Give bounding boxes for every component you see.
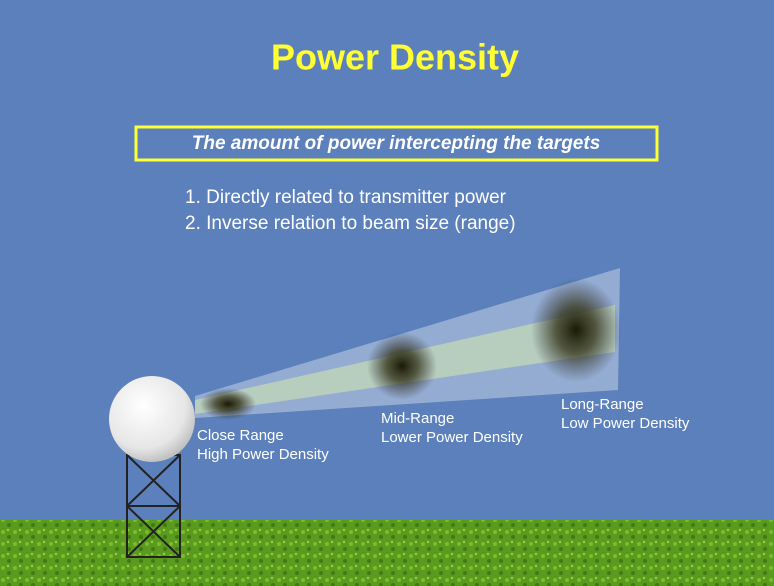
point: 2. Inverse relation to beam size (range) [185, 213, 516, 234]
background [0, 0, 774, 586]
point: 1. Directly related to transmitter power [185, 187, 507, 208]
subtitle: The amount of power intercepting the tar… [192, 133, 601, 154]
slide: Power Density The amount of power interc… [0, 0, 774, 586]
range-label: Long-Range [561, 396, 644, 413]
range-label: Lower Power Density [381, 429, 523, 446]
range-label: Low Power Density [561, 415, 690, 432]
radar-dome [109, 376, 195, 462]
range-label: Close Range [197, 427, 284, 444]
grass [0, 520, 774, 586]
title: Power Density [271, 37, 519, 78]
range-label: Mid-Range [381, 410, 454, 427]
range-label: High Power Density [197, 446, 329, 463]
